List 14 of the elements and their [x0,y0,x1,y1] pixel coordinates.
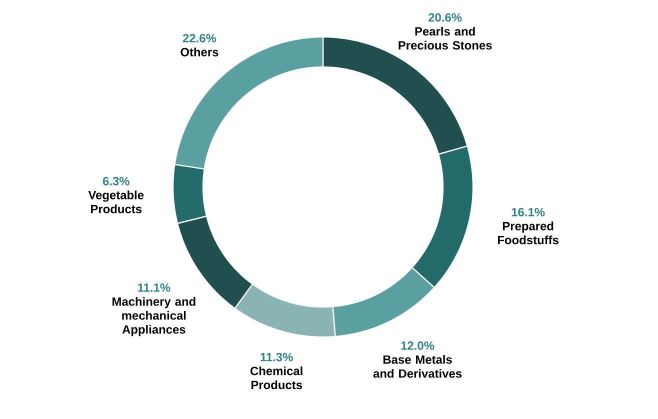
data-label: 11.3% [260,352,293,362]
slice-label: Others [180,48,218,56]
data-label: 12.0% [401,341,434,350]
slice-label: Vegetable Products [88,190,144,214]
data-label: 22.6% [182,34,216,42]
slice-label: Machinery and mechanical Appliances [112,297,196,336]
data-label: 6.3% [102,176,130,186]
slice-label: Base Metals and Derivatives [373,355,462,378]
data-label: 20.6% [428,13,462,22]
slice-label: Prepared Foodstuffs [498,222,558,244]
slice-label: Chemical Products [250,366,302,390]
data-label: 11.1% [138,283,170,292]
slice-label: Pearls and Precious Stones [398,26,492,50]
data-label: 16.1% [512,208,545,216]
